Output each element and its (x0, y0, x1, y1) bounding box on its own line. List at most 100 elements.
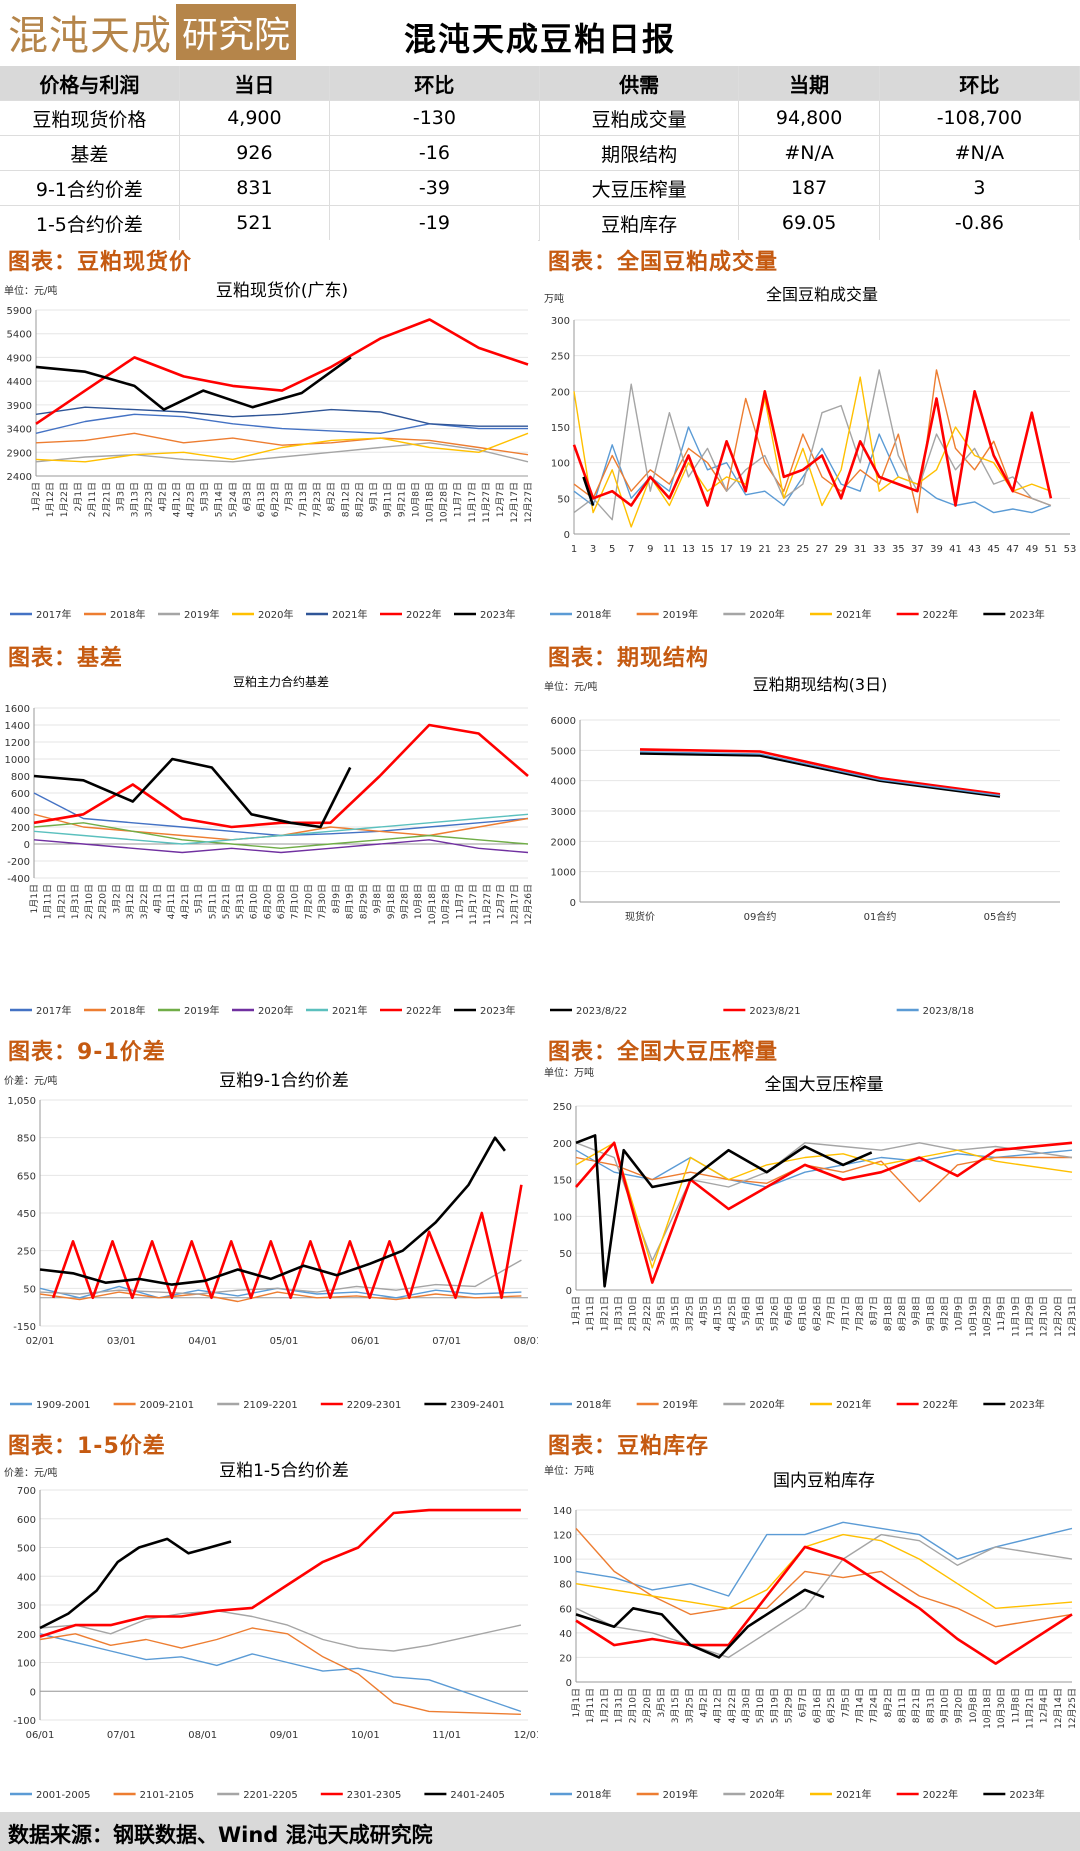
legend-label: 2018年 (110, 608, 145, 621)
panel-heading: 图表：期现结构 (548, 646, 710, 671)
y-tick-label: 3400 (7, 425, 32, 436)
series-line (39, 1291, 522, 1303)
panel-heading: 图表：豆粕现货价 (8, 250, 193, 275)
x-tick-label: 33 (873, 544, 886, 555)
y-tick-label: 1,050 (7, 1096, 36, 1107)
panel-crush: 图表：全国大豆压榨量 全国大豆压榨量 单位：万吨 0 50 100 150 200 250 1月… (540, 1030, 1080, 1420)
chart-basis: 豆粕主力合约基差 -400 -200 0 200 400 600 800 1000 1200 140… (5, 674, 534, 1017)
x-tick-label: 10月18日 (425, 482, 436, 523)
series-line (33, 757, 352, 829)
legend-label: 2019年 (663, 1398, 698, 1411)
x-tick-label: 3 (590, 544, 596, 555)
x-tick-label: 5月1日 (194, 884, 205, 913)
x-tick-label: 8月11日 (897, 1688, 908, 1723)
x-tick-label: 12月7日 (496, 884, 507, 919)
x-tick-label: 11月29日 (1024, 1296, 1035, 1337)
x-tick-label: 2月11日 (87, 482, 98, 517)
x-tick-label: 5月3日 (200, 482, 211, 511)
legend-label: 2021年 (836, 1398, 871, 1411)
legend-label: 2109-2201 (243, 1400, 298, 1411)
x-tick-label: 5月6日 (741, 1296, 752, 1325)
chart-title: 全国豆粕成交量 (766, 285, 878, 304)
x-tick-label: 10月18日 (427, 884, 438, 925)
series-line (575, 1588, 825, 1659)
x-tick-label: 2月22日 (642, 1296, 653, 1331)
x-tick-label: 2月20日 (98, 884, 109, 919)
y-tick-label: 2400 (7, 472, 32, 483)
y-tick-label: 1000 (5, 755, 30, 766)
summary-row: 基差 926 -16 期限结构 #N/A #N/A (0, 135, 1080, 171)
y-axis-label: 价差：元/吨 (4, 1466, 57, 1479)
summary-cell: 4,900 (179, 100, 331, 136)
x-tick-label: 7月30日 (317, 884, 328, 919)
x-tick-label: 9月21日 (396, 482, 407, 517)
summary-cell: 187 (738, 170, 880, 206)
x-tick-label: 7月14日 (854, 1688, 865, 1723)
x-tick-label: 09合约 (744, 910, 777, 923)
legend-label: 2009-2101 (140, 1400, 195, 1411)
x-tick-label: 5月19日 (769, 1688, 780, 1723)
x-tick-label: 4月22日 (727, 1688, 738, 1723)
series-line (39, 1537, 232, 1630)
x-tick-label: 11月27日 (482, 884, 493, 925)
x-tick-label: 2月10日 (628, 1688, 639, 1723)
summary-header-cell: 环比 (329, 66, 540, 101)
x-tick-label: 01合约 (864, 910, 897, 923)
x-tick-label: 6月25日 (826, 1688, 837, 1723)
y-tick-label: 250 (551, 352, 570, 363)
panel-volume: 图表：全国豆粕成交量 全国豆粕成交量 万吨 0 50 100 150 200 250 300 1 3… (540, 240, 1080, 630)
series-line (39, 1610, 522, 1652)
x-tick-label: 6月26日 (812, 1296, 823, 1331)
x-tick-label: 35 (892, 544, 905, 555)
x-tick-label: 41 (949, 544, 962, 555)
summary-cell: 831 (179, 170, 331, 206)
y-tick-label: 100 (553, 1212, 572, 1223)
x-tick-label: 11月27日 (481, 482, 492, 523)
summary-header-cell: 供需 (539, 66, 740, 101)
x-tick-label: 08/01 (514, 1336, 538, 1347)
y-tick-label: 3900 (7, 401, 32, 412)
x-tick-label: 39 (930, 544, 943, 555)
panel-heading: 图表：全国大豆压榨量 (548, 1040, 779, 1065)
x-tick-label: 12月10日 (1039, 1296, 1050, 1337)
x-tick-label: 10月28日 (439, 482, 450, 523)
x-tick-label: 5月21日 (221, 884, 232, 919)
y-tick-label: 40 (559, 1629, 572, 1640)
series-line (33, 822, 529, 850)
x-tick-label: 1月21日 (56, 884, 67, 919)
panel-spread-91: 图表：9-1价差 豆粕9-1合约价差 价差：元/吨 -150 50 250 450 650 8… (0, 1030, 538, 1420)
x-tick-label: 7月7日 (826, 1296, 837, 1325)
x-tick-label: 7月10日 (290, 884, 301, 919)
x-tick-label: 5月24日 (228, 482, 239, 517)
y-tick-label: 200 (11, 823, 30, 834)
y-tick-label: 50 (559, 1249, 572, 1260)
series-line (572, 390, 1053, 507)
x-tick-label: 5月31日 (235, 884, 246, 919)
x-tick-label: 25 (797, 544, 810, 555)
series-line (35, 318, 529, 425)
legend-label: 2023年 (1009, 1398, 1044, 1411)
y-tick-label: 1400 (5, 721, 30, 732)
x-tick-label: 10月8日 (411, 482, 422, 517)
panel-heading: 图表：9-1价差 (8, 1040, 166, 1065)
legend-label: 2023/8/21 (749, 1006, 800, 1017)
x-tick-label: 1月11日 (585, 1688, 596, 1723)
x-tick-label: 8月19日 (345, 884, 356, 919)
legend-label: 2018年 (576, 1398, 611, 1411)
series-line (39, 1508, 521, 1638)
y-tick-label: 2900 (7, 448, 32, 459)
legend-label: 2001-2005 (36, 1790, 91, 1801)
chart-title: 豆粕9-1合约价差 (219, 1071, 349, 1091)
chart-spread-91: 豆粕9-1合约价差 价差：元/吨 -150 50 250 450 650 850 1,050 02… (4, 1071, 538, 1411)
legend-label: 2017年 (36, 1004, 71, 1017)
y-tick-label: 4000 (551, 777, 576, 788)
legend-label: 2018年 (110, 1004, 145, 1017)
x-tick-label: 6月16日 (798, 1296, 809, 1331)
summary-cell: #N/A (879, 135, 1080, 171)
x-tick-label: 11/01 (432, 1730, 461, 1741)
x-tick-label: 49 (1025, 544, 1038, 555)
x-tick-label: 9月11日 (382, 482, 393, 517)
x-tick-label: 4月21日 (180, 884, 191, 919)
x-tick-label: 43 (968, 544, 981, 555)
